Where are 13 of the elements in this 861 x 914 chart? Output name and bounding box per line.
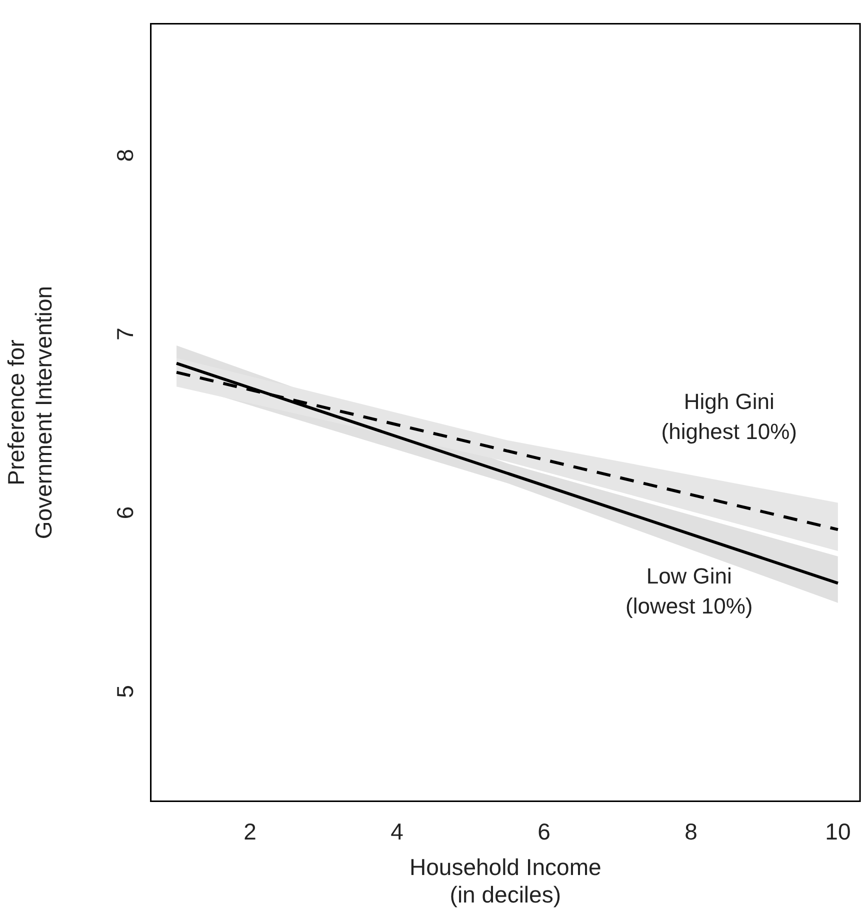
x-axis-title: Household Income (in deciles) xyxy=(410,854,602,908)
y-tick-label: 7 xyxy=(112,328,138,340)
x-tick-label: 10 xyxy=(825,818,851,844)
y-tick-label: 8 xyxy=(112,148,138,162)
x-tick-label: 8 xyxy=(684,818,698,844)
y-tick-label: 5 xyxy=(112,685,138,698)
y-axis-title: Preference for Government Intervention xyxy=(3,286,57,540)
y-tick-label: 6 xyxy=(112,506,138,520)
x-tick-label: 4 xyxy=(390,818,404,844)
series-label: High Gini (highest 10%) xyxy=(661,389,798,444)
x-tick-label: 6 xyxy=(538,818,550,844)
series-label: Low Gini (lowest 10%) xyxy=(626,564,753,619)
x-tick-label: 2 xyxy=(244,818,256,844)
